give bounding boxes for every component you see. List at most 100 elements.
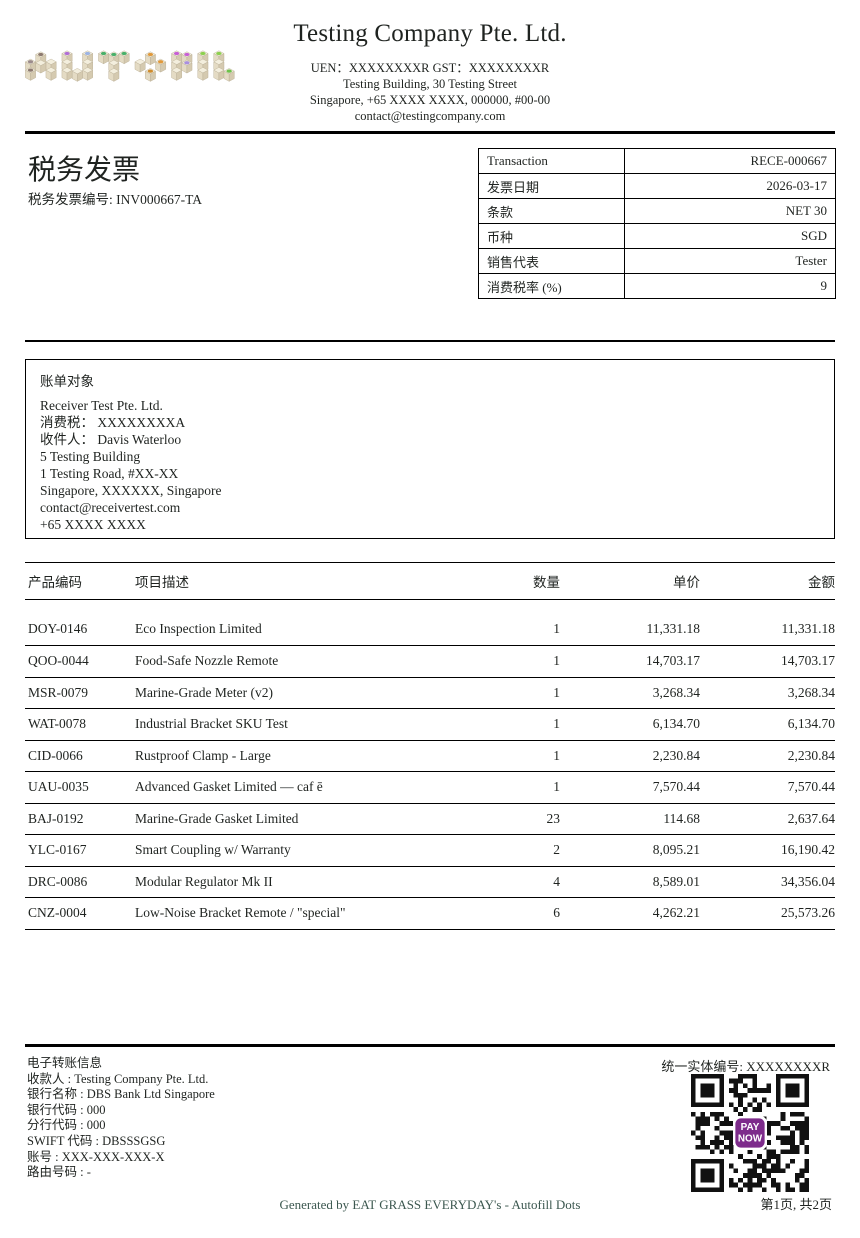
item-qty: 2 [450, 834, 560, 867]
item-row: CNZ-0004 Low-Noise Bracket Remote / "spec… [25, 897, 835, 930]
item-qty: 23 [450, 803, 560, 835]
payment-line: 账号 : XXX-XXX-XXX-X [27, 1149, 165, 1164]
item-description: Food-Safe Nozzle Remote [135, 645, 450, 678]
item-description: Marine-Grade Gasket Limited [135, 803, 450, 835]
info-row: Transaction RECE-000667 [477, 148, 836, 174]
item-amount: 25,573.26 [700, 897, 835, 930]
svg-text:PAY: PAY [741, 1122, 760, 1133]
item-qty: 4 [450, 866, 560, 898]
payment-info-block: 电子转账信息 收款人 : Testing Company Pte. Ltd. 银行… [27, 1056, 215, 1181]
info-label: 币种 [477, 223, 626, 249]
items-header-amount: 金额 [700, 562, 835, 600]
item-amount: 34,356.04 [700, 866, 835, 898]
page-number: 第1页, 共2页 [760, 1197, 832, 1212]
payment-line: 收款人 : Testing Company Pte. Ltd. [27, 1071, 209, 1086]
info-value: NET 30 [624, 198, 836, 224]
company-address-line1: Testing Building, 30 Testing Street [342, 77, 518, 91]
payment-line: 路由号码 : - [27, 1165, 91, 1180]
billing-line: 5 Testing Building [40, 449, 141, 464]
item-unit-price: 4,262.21 [560, 897, 700, 930]
item-qty: 1 [450, 740, 560, 772]
info-row: 币种 SGD [477, 223, 836, 249]
item-description: Marine-Grade Meter (v2) [135, 677, 450, 709]
item-code: YLC-0167 [25, 834, 135, 867]
item-unit-price: 114.68 [560, 803, 700, 835]
item-row: DRC-0086 Modular Regulator Mk II 4 8,589.01… [25, 866, 835, 898]
item-row: BAJ-0192 Marine-Grade Gasket Limited 23 114… [25, 803, 835, 835]
items-header-row: 产品编码 项目描述 数量 单价 金额 [25, 562, 835, 600]
line-items-table: 产品编码 项目描述 数量 单价 金额 DOY-0146 Eco Inspectio… [25, 562, 835, 930]
payment-title: 电子转账信息 [27, 1056, 103, 1070]
item-amount: 16,190.42 [700, 834, 835, 867]
info-row: 销售代表 Tester [477, 248, 836, 274]
info-label: 消费税率 (%) [477, 273, 626, 299]
info-row: 条款 NET 30 [477, 198, 836, 224]
billing-line: 收件人： Davis Waterloo [40, 432, 182, 447]
billing-line: +65 XXXX XXXX [40, 517, 146, 532]
item-description: Rustproof Clamp - Large [135, 740, 450, 772]
item-amount: 14,703.17 [700, 645, 835, 678]
item-unit-price: 11,331.18 [560, 599, 700, 646]
item-unit-price: 8,095.21 [560, 834, 700, 867]
item-unit-price: 6,134.70 [560, 708, 700, 741]
company-email: contact@testingcompany.com [354, 109, 506, 123]
items-header-qty: 数量 [450, 562, 560, 600]
billing-line: 消费税： XXXXXXXXA [40, 415, 186, 430]
item-unit-price: 2,230.84 [560, 740, 700, 772]
info-row: 发票日期 2026-03-17 [477, 173, 836, 199]
payment-line: 分行代码 : 000 [27, 1118, 106, 1133]
info-label: 销售代表 [477, 248, 626, 274]
item-unit-price: 7,570.44 [560, 771, 700, 804]
item-amount: 2,230.84 [700, 740, 835, 772]
item-code: DOY-0146 [25, 599, 135, 646]
info-label: 发票日期 [477, 173, 626, 199]
billing-line: Singapore, XXXXXX, Singapore [40, 483, 222, 498]
item-description: Eco Inspection Limited [135, 599, 450, 646]
item-row: DOY-0146 Eco Inspection Limited 1 11,331.18… [25, 599, 835, 646]
item-code: DRC-0086 [25, 866, 135, 898]
billing-box: 账单对象 Receiver Test Pte. Ltd. 消费税： XXXXXXX… [25, 359, 835, 539]
generated-by-note: Generated by EAT GRASS EVERYDAY's - Auto… [279, 1197, 581, 1212]
autofill-cubes-logo [24, 50, 235, 82]
item-row: MSR-0079 Marine-Grade Meter (v2) 1 3,268.34… [25, 677, 835, 709]
company-header: Testing Company Pte. Ltd. UEN：XXXXXXXXR … [0, 20, 860, 124]
item-code: CID-0066 [25, 740, 135, 772]
item-qty: 1 [450, 677, 560, 709]
item-qty: 1 [450, 645, 560, 678]
item-description: Smart Coupling w/ Warranty [135, 834, 450, 867]
item-description: Advanced Gasket Limited — caf ē [135, 771, 450, 804]
item-description: Industrial Bracket SKU Test [135, 708, 450, 741]
item-qty: 1 [450, 708, 560, 741]
item-code: QOO-0044 [25, 645, 135, 678]
company-address-line2: Singapore, +65 XXXX XXXX, 000000, #00-00 [309, 93, 551, 107]
item-unit-price: 14,703.17 [560, 645, 700, 678]
item-code: UAU-0035 [25, 771, 135, 804]
payment-line: SWIFT 代码 : DBSSSGSG [27, 1133, 166, 1148]
items-header-description: 项目描述 [135, 562, 450, 600]
info-value: 2026-03-17 [624, 173, 836, 199]
item-code: MSR-0079 [25, 677, 135, 709]
info-value: SGD [624, 223, 836, 249]
info-value: RECE-000667 [624, 148, 836, 174]
item-amount: 6,134.70 [700, 708, 835, 741]
item-amount: 7,570.44 [700, 771, 835, 804]
item-amount: 2,637.64 [700, 803, 835, 835]
item-code: BAJ-0192 [25, 803, 135, 835]
item-amount: 11,331.18 [700, 599, 835, 646]
billing-line: contact@receivertest.com [40, 500, 181, 515]
payment-line: 银行代码 : 000 [27, 1102, 106, 1117]
item-description: Modular Regulator Mk II [135, 866, 450, 898]
item-row: WAT-0078 Industrial Bracket SKU Test 1 6,13… [25, 708, 835, 741]
payment-line: 银行名称 : DBS Bank Ltd Singapore [27, 1087, 215, 1102]
item-unit-price: 3,268.34 [560, 677, 700, 709]
item-qty: 1 [450, 771, 560, 804]
svg-text:NOW: NOW [738, 1133, 763, 1144]
item-row: QOO-0044 Food-Safe Nozzle Remote 1 14,703.1… [25, 645, 835, 678]
item-qty: 6 [450, 897, 560, 930]
header-divider [25, 131, 835, 134]
footer-divider [25, 1044, 835, 1047]
item-amount: 3,268.34 [700, 677, 835, 709]
